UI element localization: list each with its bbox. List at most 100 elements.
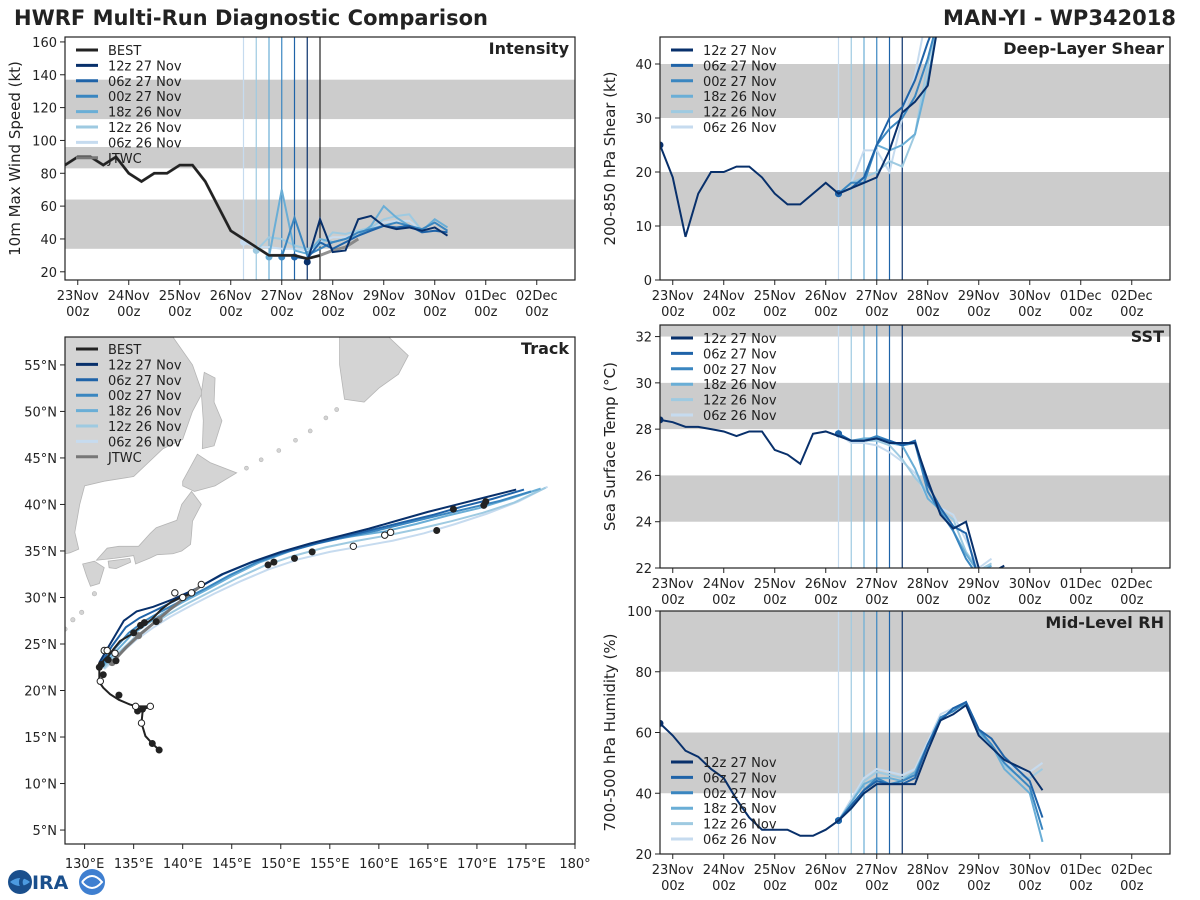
rh-xtick-label: 27Nov: [856, 863, 898, 878]
shear-xtick-label: 00z: [916, 305, 940, 320]
rh-xtick-label: 01Dec: [1060, 863, 1102, 878]
sst-xtick-label: 28Nov: [907, 577, 949, 592]
rh-series: [660, 700, 1044, 843]
shear-xtick-label: 23Nov: [652, 289, 694, 304]
land-island: [323, 415, 329, 421]
track-forecast-marker: [449, 505, 457, 513]
sst-ytick-label: 32: [635, 331, 652, 346]
rh-legend-label: 06z 26 Nov: [703, 833, 777, 848]
intensity-ylabel: 10m Max Wind Speed (kt): [6, 61, 24, 256]
shear-xtick-label: 00z: [1018, 305, 1042, 320]
track-lon-tick-label: 135°E: [114, 857, 154, 872]
rh-xtick-label: 26Nov: [805, 863, 847, 878]
intensity-xtick-label: 29Nov: [363, 289, 405, 304]
track-lon-tick-label: 165°E: [408, 857, 448, 872]
sst-xtick-label: 00z: [661, 593, 685, 608]
land-island: [91, 591, 97, 597]
rh-ylabel: 700-500 hPa Humidity (%): [601, 633, 619, 831]
shear-run-line: [837, 37, 935, 195]
sst-ytick-label: 28: [635, 423, 652, 438]
rh-panel: 2040608010023Nov00z24Nov00z25Nov00z26Nov…: [601, 605, 1171, 894]
rh-run-line: [837, 704, 1044, 822]
track-series: [95, 485, 548, 754]
shear-run-line: [660, 37, 937, 238]
intensity-xtick-label: 26Nov: [210, 289, 252, 304]
shear-legend-label: 18z 26 Nov: [703, 90, 777, 105]
track-forecast-open-marker: [111, 649, 119, 657]
track-best-marker: [97, 660, 105, 668]
track-lat-tick-label: 20°N: [24, 685, 57, 700]
sst-legend-label: 12z 26 Nov: [703, 394, 777, 409]
track-lon-tick-label: 155°E: [310, 857, 350, 872]
shear-xtick-label: 00z: [1120, 305, 1144, 320]
track-forecast-marker: [433, 526, 441, 534]
intensity-xtick-label: 00z: [474, 305, 498, 320]
shear-xtick-label: 29Nov: [958, 289, 1000, 304]
rh-xtick-label: 00z: [1018, 879, 1042, 894]
rh-xtick-label: 23Nov: [652, 863, 694, 878]
intensity-ytick-label: 20: [40, 266, 57, 281]
shear-series: [660, 37, 937, 238]
rh-xtick-label: 00z: [865, 879, 889, 894]
rh-ytick-label: 80: [635, 666, 652, 681]
track-best-line: [98, 590, 196, 751]
rh-xtick-label: 00z: [916, 879, 940, 894]
shear-legend-label: 06z 26 Nov: [703, 121, 777, 136]
shear-ylabel: 200-850 hPa Shear (kt): [601, 72, 619, 246]
track-forecast-marker: [308, 548, 316, 556]
track-legend-label: 06z 26 Nov: [108, 435, 182, 450]
track-legend-label: 18z 26 Nov: [108, 405, 182, 420]
intensity-legend-label: 12z 27 Nov: [108, 59, 182, 74]
rh-xtick-label: 28Nov: [907, 863, 949, 878]
intensity-ytick-label: 40: [40, 233, 57, 248]
sst-band: [660, 382, 1170, 430]
track-forecast-open-marker: [386, 528, 395, 537]
rh-band: [660, 611, 1170, 672]
track-best-marker: [104, 656, 112, 664]
sst-xtick-label: 30Nov: [1009, 577, 1051, 592]
shear-xtick-label: 28Nov: [907, 289, 949, 304]
track-legend-label: BEST: [108, 343, 141, 358]
sst-run-marker: [660, 416, 664, 424]
sst-title: SST: [1131, 327, 1164, 346]
shear-xtick-label: 26Nov: [805, 289, 847, 304]
track-best-marker: [155, 746, 163, 754]
track-run-line: [98, 488, 517, 664]
shear-ytick-label: 40: [635, 58, 652, 73]
sst-xtick-label: 00z: [712, 593, 736, 608]
land-kyushu: [82, 560, 105, 587]
shear-legend-label: 12z 27 Nov: [703, 44, 777, 59]
intensity-xtick-label: 00z: [423, 305, 447, 320]
track-lat-tick-label: 10°N: [24, 778, 57, 793]
shear-legend-label: 00z 27 Nov: [703, 75, 777, 90]
intensity-xtick-label: 23Nov: [57, 289, 99, 304]
sst-xtick-label: 00z: [1120, 593, 1144, 608]
sst-xtick-label: 26Nov: [805, 577, 847, 592]
track-best-open-marker: [131, 702, 140, 711]
sst-ytick-label: 30: [635, 377, 652, 392]
intensity-xtick-label: 00z: [66, 305, 90, 320]
intensity-xtick-label: 00z: [168, 305, 192, 320]
shear-xtick-label: 25Nov: [754, 289, 796, 304]
track-lon-tick-label: 170°E: [457, 857, 497, 872]
sst-run-line: [837, 432, 993, 568]
sst-xtick-label: 00z: [1069, 593, 1093, 608]
shear-xtick-label: 01Dec: [1060, 289, 1102, 304]
track-lon-tick-label: 145°E: [212, 857, 252, 872]
land-island: [293, 437, 298, 443]
intensity-xtick-label: 25Nov: [159, 289, 201, 304]
sst-xtick-label: 00z: [967, 593, 991, 608]
rh-run-line: [837, 700, 1044, 830]
cira-logo-swirl: [79, 869, 105, 895]
rh-xtick-label: 00z: [661, 879, 685, 894]
land-mainland: [65, 337, 203, 555]
intensity-run-line: [306, 214, 449, 263]
track-run-line: [102, 486, 547, 669]
sst-panel: 22242628303223Nov00z24Nov00z25Nov00z26No…: [601, 324, 1171, 608]
rh-xtick-label: 24Nov: [703, 863, 745, 878]
track-forecast-open-marker: [103, 646, 111, 655]
track-forecast-marker: [264, 561, 272, 569]
shear-run-line: [837, 37, 924, 195]
track-forecast-marker: [482, 498, 490, 506]
